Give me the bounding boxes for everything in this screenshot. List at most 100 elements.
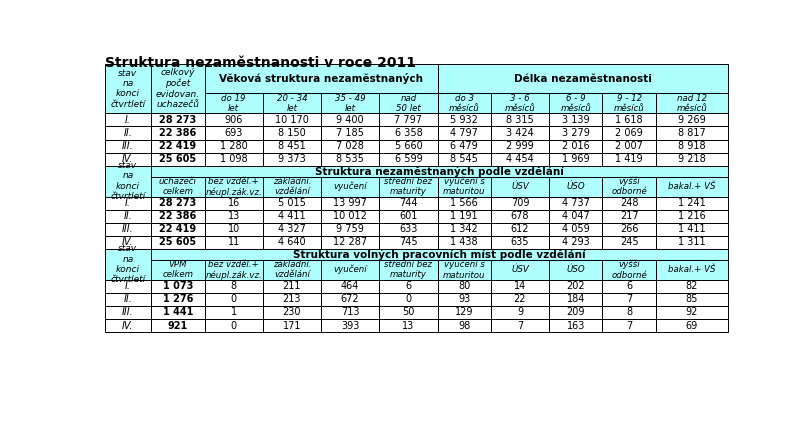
Bar	[320, 210, 379, 223]
Text: 744: 744	[399, 198, 417, 208]
Text: Věková struktura nezaměstnaných: Věková struktura nezaměstnaných	[219, 73, 423, 84]
Bar	[602, 260, 655, 280]
Text: 92: 92	[684, 307, 697, 317]
Text: 9: 9	[517, 307, 522, 317]
Text: ÚSO: ÚSO	[566, 182, 585, 191]
Bar	[655, 293, 727, 306]
Text: 4 059: 4 059	[561, 224, 589, 234]
Text: ÚSV: ÚSV	[510, 265, 528, 274]
Bar	[151, 196, 204, 210]
Text: 1 441: 1 441	[162, 307, 193, 317]
Bar	[105, 139, 151, 153]
Bar	[151, 64, 204, 113]
Bar	[263, 293, 320, 306]
Bar	[491, 306, 548, 319]
Text: 1 280: 1 280	[220, 141, 247, 151]
Text: vyšší
odborné: vyšší odborné	[611, 260, 646, 280]
Text: 3 279: 3 279	[561, 128, 589, 138]
Bar	[105, 166, 151, 196]
Bar	[263, 280, 320, 293]
Bar	[491, 210, 548, 223]
Text: 5 660: 5 660	[394, 141, 422, 151]
Bar	[602, 280, 655, 293]
Text: bakal.+ VŠ: bakal.+ VŠ	[667, 182, 714, 191]
Bar	[379, 139, 437, 153]
Text: 28 273: 28 273	[159, 115, 196, 125]
Text: 8 545: 8 545	[450, 154, 478, 164]
Text: 230: 230	[282, 307, 301, 317]
Text: 7: 7	[625, 320, 632, 331]
Text: 10 012: 10 012	[333, 211, 367, 221]
Text: 1: 1	[230, 307, 237, 317]
Text: 5 932: 5 932	[450, 115, 478, 125]
Bar	[320, 94, 379, 113]
Bar	[548, 280, 602, 293]
Text: 6 - 9
měsíců: 6 - 9 měsíců	[560, 94, 590, 113]
Text: 612: 612	[510, 224, 529, 234]
Bar	[437, 153, 491, 166]
Text: 20 - 34
let: 20 - 34 let	[277, 94, 307, 113]
Text: uchazeči
celkem: uchazeči celkem	[159, 177, 196, 196]
Text: 1 073: 1 073	[162, 281, 193, 291]
Text: 7 797: 7 797	[394, 115, 422, 125]
Bar	[263, 94, 320, 113]
Bar	[491, 293, 548, 306]
Bar	[151, 176, 204, 196]
Bar	[105, 113, 151, 127]
Bar	[548, 293, 602, 306]
Text: 6: 6	[405, 281, 411, 291]
Text: 213: 213	[282, 295, 301, 304]
Bar	[320, 223, 379, 236]
Bar	[320, 280, 379, 293]
Bar	[320, 319, 379, 332]
Bar	[151, 306, 204, 319]
Bar	[437, 127, 491, 139]
Text: ÚSV: ÚSV	[510, 182, 528, 191]
Bar	[491, 223, 548, 236]
Bar	[263, 260, 320, 280]
Bar	[655, 280, 727, 293]
Bar	[548, 127, 602, 139]
Text: 22 419: 22 419	[159, 141, 196, 151]
Text: 9 218: 9 218	[677, 154, 705, 164]
Bar	[379, 236, 437, 249]
Text: 4 327: 4 327	[277, 224, 306, 234]
Text: 1 566: 1 566	[450, 198, 478, 208]
Text: 1 276: 1 276	[162, 295, 193, 304]
Bar	[151, 210, 204, 223]
Text: základní.
vzdělání: základní. vzdělání	[272, 260, 311, 279]
Text: 22 386: 22 386	[159, 211, 196, 221]
Bar	[320, 153, 379, 166]
Bar	[320, 113, 379, 127]
Text: 217: 217	[619, 211, 637, 221]
Bar	[548, 196, 602, 210]
Text: 80: 80	[457, 281, 470, 291]
Text: II.: II.	[123, 128, 132, 138]
Bar	[602, 306, 655, 319]
Text: IV.: IV.	[122, 154, 134, 164]
Bar	[204, 139, 263, 153]
Text: 0: 0	[405, 295, 411, 304]
Bar	[437, 64, 727, 94]
Text: bakal.+ VŠ: bakal.+ VŠ	[667, 265, 714, 274]
Bar	[263, 223, 320, 236]
Bar	[105, 249, 151, 280]
Text: 248: 248	[619, 198, 637, 208]
Text: 82: 82	[684, 281, 697, 291]
Text: 1 411: 1 411	[677, 224, 705, 234]
Bar	[491, 153, 548, 166]
Text: střední bez
maturity: střední bez maturity	[384, 260, 431, 279]
Text: Struktura volných pracovních míst podle vzdělání: Struktura volných pracovních míst podle …	[293, 249, 585, 260]
Text: 16: 16	[227, 198, 239, 208]
Bar	[204, 94, 263, 113]
Bar	[263, 127, 320, 139]
Bar	[548, 223, 602, 236]
Bar	[655, 113, 727, 127]
Text: 393: 393	[341, 320, 359, 331]
Text: 709: 709	[510, 198, 529, 208]
Bar	[548, 306, 602, 319]
Bar	[263, 196, 320, 210]
Bar	[105, 293, 151, 306]
Text: 8 918: 8 918	[677, 141, 705, 151]
Bar	[263, 153, 320, 166]
